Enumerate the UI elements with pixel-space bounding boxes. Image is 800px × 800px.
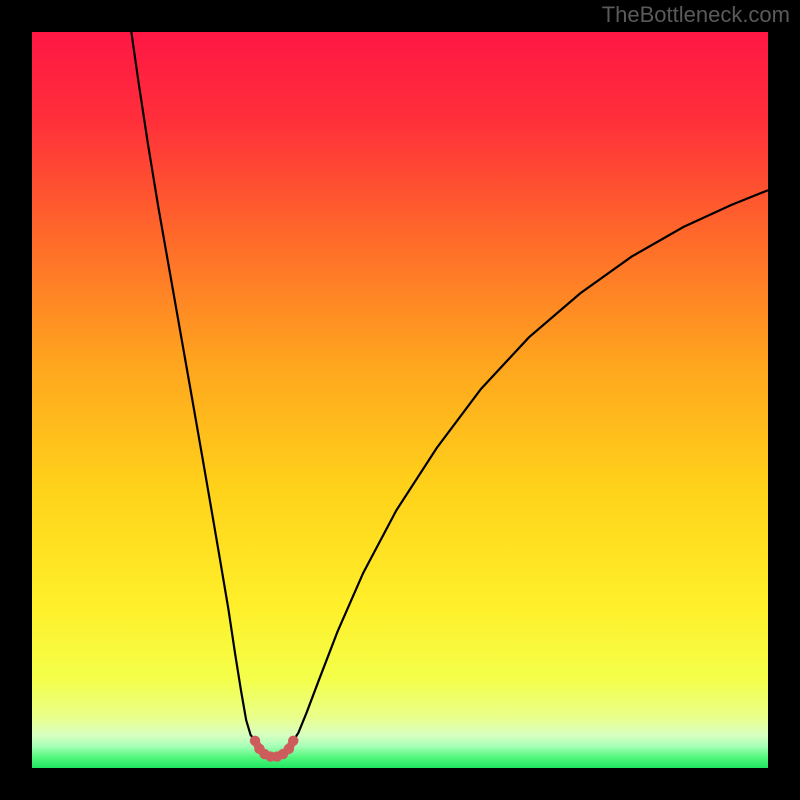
trough-dot	[288, 736, 298, 746]
bottleneck-curve	[32, 32, 768, 768]
left-branch	[131, 32, 255, 741]
trough-dots	[250, 736, 299, 762]
plot-area	[32, 32, 768, 768]
right-branch	[293, 190, 768, 741]
chart-frame: TheBottleneck.com	[0, 0, 800, 800]
watermark-text: TheBottleneck.com	[602, 2, 790, 28]
